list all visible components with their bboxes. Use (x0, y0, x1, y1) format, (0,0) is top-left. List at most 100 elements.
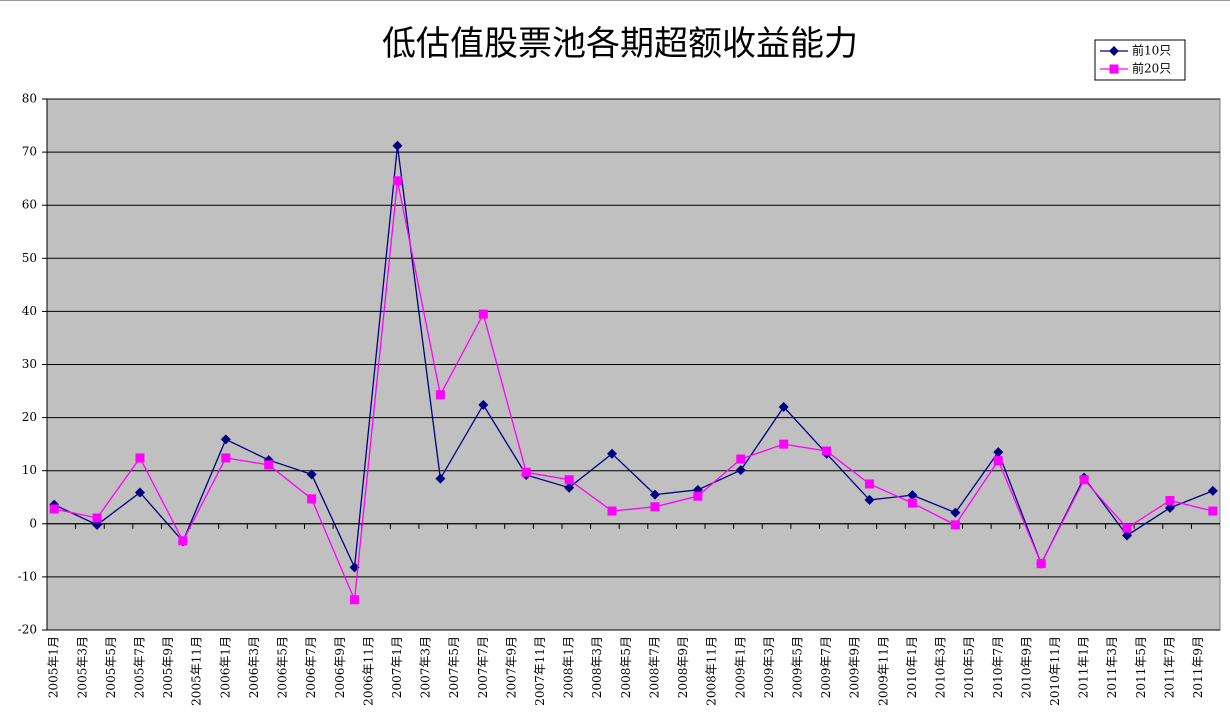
marker (736, 454, 746, 464)
marker (907, 490, 918, 501)
marker (435, 473, 446, 484)
x-tick-label: 2011年7月 (1162, 636, 1176, 698)
marker (521, 467, 531, 477)
marker (392, 140, 403, 151)
y-tick-label: 30 (22, 357, 37, 371)
x-tick-label: 2005年5月 (104, 636, 118, 698)
x-tick-label: 2010年3月 (934, 636, 948, 698)
x-tick-label: 2005年9月 (161, 636, 175, 698)
marker (607, 506, 617, 516)
marker (92, 513, 102, 523)
marker (178, 536, 188, 546)
x-tick-label: 2005年7月 (132, 636, 146, 698)
marker (735, 465, 746, 476)
x-tick-label: 2008年1月 (562, 636, 576, 698)
x-tick-label: 2009年9月 (848, 636, 862, 698)
chart-title: 低估值股票池各期超额收益能力 (382, 24, 858, 64)
marker (1164, 502, 1175, 513)
marker (1109, 46, 1119, 56)
x-tick-label: 2011年9月 (1191, 636, 1205, 698)
marker (607, 448, 618, 459)
legend-label: 前20只 (1132, 61, 1171, 76)
marker (220, 434, 231, 445)
marker (49, 504, 59, 514)
x-tick-label: 2009年5月 (791, 636, 805, 698)
x-tick-label: 2007年9月 (504, 636, 518, 698)
marker (221, 453, 231, 463)
marker (564, 475, 574, 485)
x-tick-label: 2005年3月 (75, 636, 89, 698)
y-tick-label: 20 (22, 410, 37, 424)
x-tick-label: 2011年1月 (1077, 636, 1091, 698)
x-tick-label: 2007年7月 (476, 636, 490, 698)
marker (950, 520, 960, 530)
marker (350, 595, 360, 605)
marker (650, 502, 660, 512)
x-tick-label: 2009年1月 (733, 636, 747, 698)
x-tick-label: 2009年3月 (762, 636, 776, 698)
x-tick-label: 2006年7月 (304, 636, 318, 698)
y-tick-label: 50 (22, 251, 37, 265)
marker (779, 439, 789, 449)
marker (1036, 559, 1046, 569)
x-tick-label: 2008年7月 (647, 636, 661, 698)
marker (435, 390, 445, 400)
x-tick-label: 2006年5月 (276, 636, 290, 698)
marker (993, 447, 1004, 458)
legend-label: 前10只 (1132, 43, 1171, 58)
x-tick-label: 2006年1月 (218, 636, 232, 698)
marker (907, 498, 917, 508)
marker (564, 482, 575, 493)
y-tick-label: 60 (22, 198, 37, 212)
marker (1207, 485, 1218, 496)
x-tick-label: 2009年7月 (819, 636, 833, 698)
marker (864, 494, 875, 505)
marker (264, 460, 274, 470)
y-tick-label: -10 (18, 569, 37, 583)
x-tick-label: 2007年1月 (390, 636, 404, 698)
marker (693, 491, 703, 501)
marker (307, 494, 317, 504)
y-tick-label: 10 (22, 463, 37, 477)
y-tick-label: -20 (18, 623, 37, 637)
x-tick-label: 2010年1月 (905, 636, 919, 698)
x-tick-label: 2010年9月 (1019, 636, 1033, 698)
marker (778, 401, 789, 412)
marker (134, 487, 145, 498)
marker (1208, 506, 1218, 516)
x-tick-label: 2007年11月 (533, 636, 547, 706)
x-tick-label: 2007年5月 (447, 636, 461, 698)
y-tick-label: 70 (22, 145, 37, 159)
x-tick-label: 2005年1月 (47, 636, 61, 698)
marker (1109, 64, 1119, 74)
series-line (54, 180, 1214, 600)
marker (993, 456, 1003, 466)
x-tick-label: 2008年3月 (590, 636, 604, 698)
x-tick-label: 2008年5月 (619, 636, 633, 698)
marker (1122, 530, 1133, 541)
marker (478, 399, 489, 410)
marker (950, 507, 961, 518)
x-tick-label: 2006年3月 (247, 636, 261, 698)
x-tick-label: 2005年11月 (190, 636, 204, 706)
series-line (53, 145, 1214, 570)
x-tick-label: 2010年7月 (991, 636, 1005, 698)
y-tick-label: 80 (22, 92, 37, 106)
marker (822, 446, 832, 456)
y-tick-label: 40 (22, 304, 37, 318)
marker (649, 489, 660, 500)
x-tick-label: 2006年11月 (361, 636, 375, 706)
x-tick-label: 2010年11月 (1048, 636, 1062, 706)
marker (306, 469, 317, 480)
x-tick-label: 2009年11月 (876, 636, 890, 706)
marker (865, 479, 875, 489)
marker (478, 309, 488, 319)
y-tick-label: 0 (29, 516, 37, 530)
marker (392, 176, 402, 186)
marker (1079, 475, 1089, 485)
x-tick-label: 2007年3月 (419, 636, 433, 698)
x-tick-label: 2011年5月 (1134, 636, 1148, 698)
x-tick-label: 2010年5月 (962, 636, 976, 698)
marker (1122, 523, 1132, 533)
